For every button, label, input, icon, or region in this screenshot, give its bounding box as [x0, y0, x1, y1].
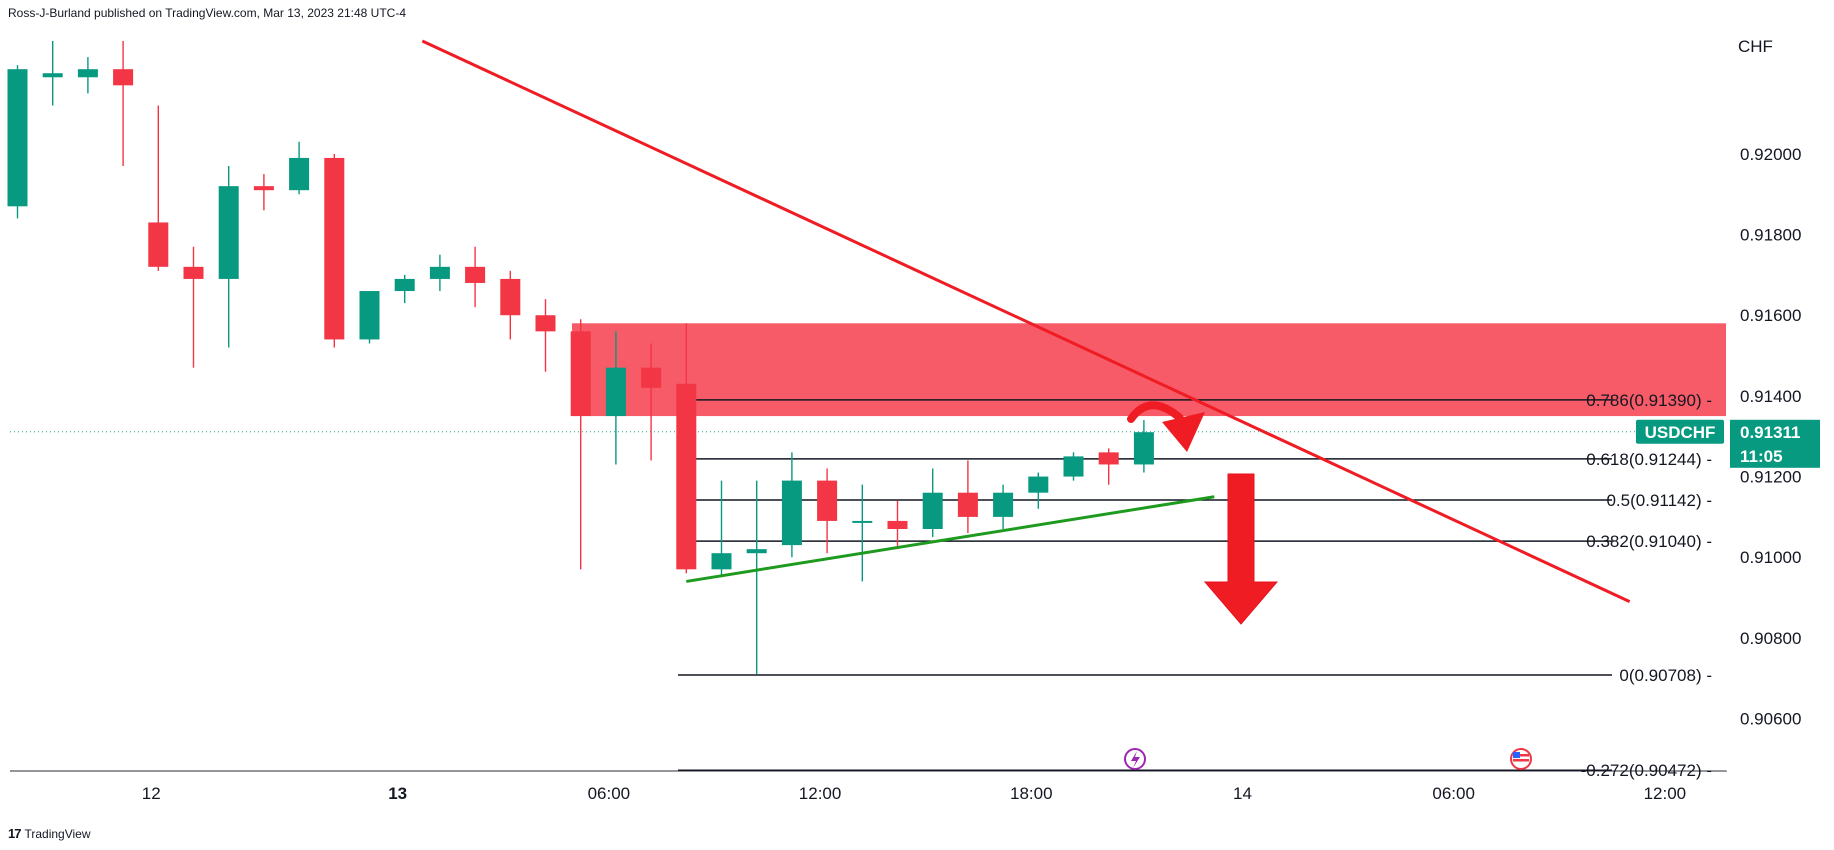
y-axis-tick-label: 0.91600 [1740, 306, 1801, 325]
candle-body [535, 315, 556, 332]
publisher-caption: Ross-J-Burland published on TradingView.… [8, 6, 406, 20]
y-axis-tick-label: 0.91400 [1740, 387, 1801, 406]
x-axis-tick-label: 06:00 [588, 784, 631, 803]
down-arrow-icon [1203, 473, 1279, 625]
candle-body [887, 520, 908, 529]
y-axis-tick-label: 0.92000 [1740, 145, 1801, 164]
fib-level-label: 0.786(0.91390) - [1586, 391, 1712, 410]
last-price-label: 0.91311 [1740, 423, 1801, 442]
us-flag-event-icon[interactable] [1510, 748, 1532, 770]
y-axis-tick-label: 0.91800 [1740, 226, 1801, 245]
price-chart[interactable]: 0.786(0.91390) - 0.618(0.91244) - 0.5(0.91… [0, 0, 1834, 820]
uptrend-line [686, 495, 1215, 583]
x-axis-tick-label: 12:00 [1644, 784, 1687, 803]
countdown-label: 11:05 [1740, 447, 1783, 466]
y-axis-tick-label: 0.91000 [1740, 548, 1801, 567]
candle-body [289, 157, 310, 191]
candle-body [148, 222, 169, 267]
x-axis-tick-label: 13 [388, 784, 407, 803]
candle-body [957, 492, 978, 517]
footer-brand: 17 TradingView [8, 826, 91, 841]
candle-body [641, 367, 662, 388]
candle-body [605, 367, 626, 417]
symbol-badge [1636, 419, 1724, 444]
lightning-event-icon[interactable] [1124, 748, 1146, 770]
candle-body [253, 186, 274, 191]
downtrend-line [421, 39, 1631, 603]
rejection-arrowhead-icon [1162, 412, 1205, 452]
x-axis-tick-label: 12 [142, 784, 161, 803]
fib-level-label: 0.5(0.91142) - [1606, 491, 1712, 510]
candle-body [746, 549, 767, 554]
candle-body [394, 278, 415, 292]
candle-body [77, 69, 98, 78]
candle-body [113, 69, 134, 86]
candle-body [1098, 452, 1119, 465]
fib-level-label: 0.382(0.91040) - [1586, 532, 1712, 551]
tradingview-logo-icon: 17 [8, 826, 22, 841]
x-axis-tick-label: 18:00 [1010, 784, 1053, 803]
candle-body [42, 73, 63, 78]
candle-body [218, 186, 239, 279]
fib-level-label: 0(0.90708) - [1619, 666, 1712, 685]
candle-body [500, 278, 521, 316]
candle-body [324, 157, 345, 340]
fib-level-label: 0.618(0.91244) - [1586, 450, 1712, 469]
candle-body [676, 383, 697, 570]
candle-body [922, 492, 943, 529]
candle-body [1133, 432, 1154, 465]
y-axis-tick-label: 0.91200 [1740, 468, 1801, 487]
candle-body [817, 480, 838, 521]
symbol-badge-label: USDCHF [1645, 423, 1716, 442]
candle-body [570, 331, 591, 417]
candle-body [429, 266, 450, 279]
candle-body [465, 266, 486, 283]
fib-level-label: -0.272(0.90472) - [1581, 761, 1712, 780]
candle-body [1028, 476, 1049, 493]
candle-body [711, 553, 732, 570]
x-axis-tick-label: 14 [1233, 784, 1252, 803]
y-axis-tick-label: 0.90600 [1740, 710, 1801, 729]
candle-body [359, 291, 380, 340]
candle-body [1063, 456, 1084, 477]
last-price-badge [1730, 419, 1820, 468]
x-axis-tick-label: 06:00 [1432, 784, 1475, 803]
candle-body [183, 266, 204, 279]
x-axis-tick-label: 12:00 [799, 784, 842, 803]
candle-body [852, 520, 873, 523]
rejection-curve-arrow-icon [1127, 401, 1184, 423]
y-axis-tick-label: 0.90800 [1740, 629, 1801, 648]
candle-body [993, 492, 1014, 517]
footer-brand-label: TradingView [24, 826, 91, 841]
candle-body [781, 480, 802, 546]
currency-label: CHF [1738, 37, 1773, 56]
candle-body [7, 69, 28, 207]
